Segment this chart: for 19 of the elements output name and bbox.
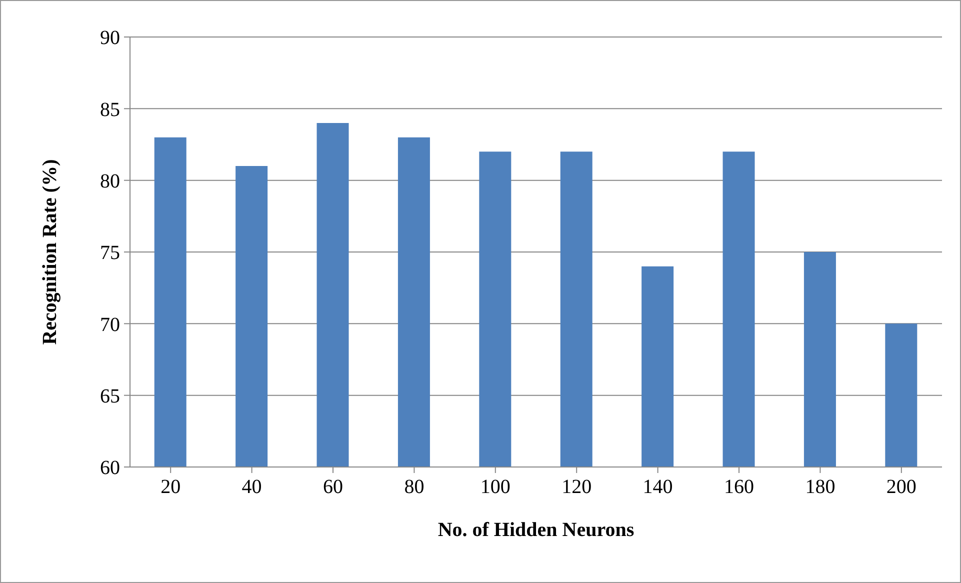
x-tick-label: 120 <box>562 476 592 498</box>
y-tick-label: 65 <box>100 385 120 408</box>
y-tick-label: 90 <box>100 27 120 50</box>
x-tick-label: 60 <box>323 476 343 498</box>
x-tick-label: 160 <box>724 476 754 498</box>
x-tick-label: 140 <box>642 476 673 498</box>
y-tick-label: 60 <box>100 457 120 480</box>
x-tick-label: 20 <box>160 476 181 498</box>
y-axis-title: Recognition Rate (%) <box>39 159 62 345</box>
x-tick-label: 40 <box>242 476 262 498</box>
x-tick-label: 80 <box>404 476 424 498</box>
x-axis-title: No. of Hidden Neurons <box>438 519 634 542</box>
y-tick-label: 75 <box>100 242 120 264</box>
x-tick-label: 180 <box>805 476 836 498</box>
x-tick-label: 100 <box>480 476 510 498</box>
x-tick-label: 200 <box>886 476 916 498</box>
y-tick-label: 80 <box>100 170 120 192</box>
y-tick-label: 85 <box>100 98 120 121</box>
y-tick-label: 70 <box>100 314 120 336</box>
